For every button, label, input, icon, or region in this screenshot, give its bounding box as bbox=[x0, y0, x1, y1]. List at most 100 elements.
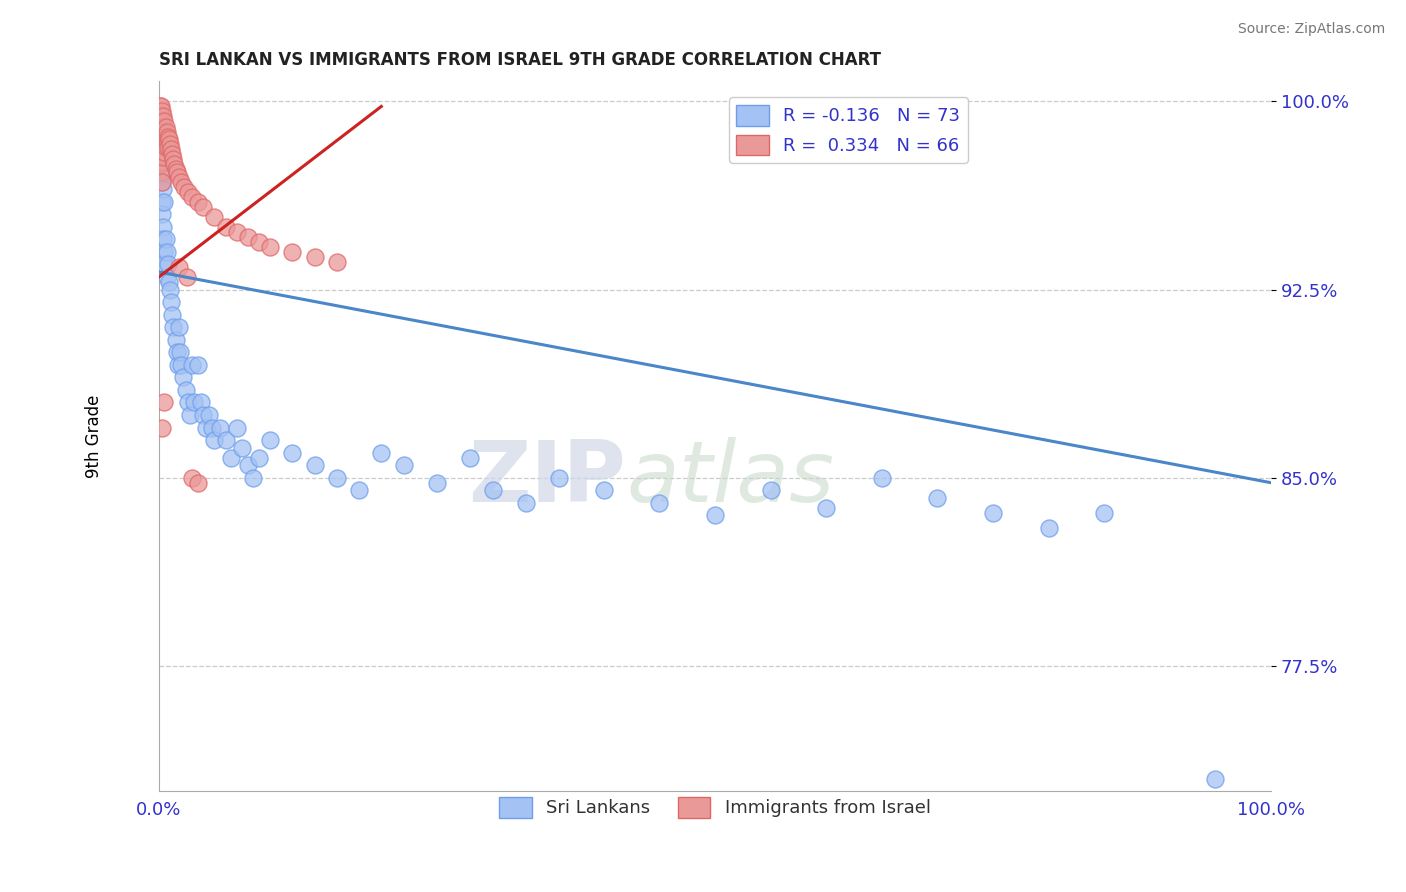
Point bbox=[150, 145, 173, 159]
Point bbox=[153, 258, 176, 272]
Point bbox=[160, 147, 183, 161]
Point bbox=[426, 475, 449, 490]
Point bbox=[153, 145, 176, 159]
Point bbox=[162, 320, 184, 334]
Point bbox=[152, 150, 174, 164]
Point bbox=[177, 185, 200, 199]
Point bbox=[149, 114, 172, 128]
Point bbox=[150, 157, 173, 171]
Point bbox=[166, 345, 188, 359]
Point bbox=[152, 232, 174, 246]
Point bbox=[150, 150, 173, 164]
Point bbox=[1204, 772, 1226, 786]
Point bbox=[152, 182, 174, 196]
Point bbox=[149, 132, 172, 146]
Point bbox=[149, 99, 172, 113]
Point bbox=[181, 190, 204, 204]
Point bbox=[150, 114, 173, 128]
Point bbox=[156, 244, 179, 259]
Point bbox=[155, 129, 177, 144]
Point bbox=[167, 320, 190, 334]
Point bbox=[190, 395, 212, 409]
Point bbox=[152, 120, 174, 134]
Point bbox=[150, 110, 173, 124]
Point bbox=[176, 270, 198, 285]
Point bbox=[153, 124, 176, 138]
Point bbox=[153, 135, 176, 149]
Point bbox=[172, 370, 194, 384]
Point bbox=[149, 132, 172, 146]
Point bbox=[150, 99, 173, 113]
Point bbox=[155, 120, 177, 134]
Point bbox=[149, 120, 172, 134]
Point bbox=[515, 496, 537, 510]
Point bbox=[150, 129, 173, 144]
Point bbox=[150, 169, 173, 184]
Point bbox=[157, 275, 180, 289]
Point bbox=[225, 225, 247, 239]
Point bbox=[193, 200, 215, 214]
Point bbox=[326, 471, 349, 485]
Point bbox=[156, 258, 179, 272]
Point bbox=[815, 500, 838, 515]
Point bbox=[458, 450, 481, 465]
Point bbox=[160, 295, 183, 310]
Point bbox=[150, 120, 173, 134]
Point bbox=[150, 154, 173, 169]
Point bbox=[153, 395, 176, 409]
Point bbox=[281, 244, 304, 259]
Point bbox=[156, 129, 179, 144]
Point bbox=[152, 110, 174, 124]
Point bbox=[704, 508, 727, 523]
Point bbox=[159, 137, 181, 152]
Point bbox=[156, 124, 179, 138]
Point bbox=[548, 471, 571, 485]
Point bbox=[149, 107, 172, 121]
Point bbox=[149, 124, 172, 138]
Point bbox=[174, 383, 197, 397]
Point bbox=[170, 358, 193, 372]
Point bbox=[281, 445, 304, 459]
Point bbox=[150, 420, 173, 434]
Point bbox=[181, 358, 204, 372]
Point bbox=[214, 433, 236, 447]
Point bbox=[156, 135, 179, 149]
Text: SRI LANKAN VS IMMIGRANTS FROM ISRAEL 9TH GRADE CORRELATION CHART: SRI LANKAN VS IMMIGRANTS FROM ISRAEL 9TH… bbox=[159, 51, 880, 69]
Point bbox=[167, 260, 190, 274]
Point bbox=[392, 458, 415, 472]
Point bbox=[187, 194, 209, 209]
Point bbox=[481, 483, 503, 498]
Point bbox=[162, 152, 184, 166]
Y-axis label: 9th Grade: 9th Grade bbox=[86, 394, 103, 478]
Point bbox=[166, 358, 188, 372]
Point bbox=[247, 450, 270, 465]
Point bbox=[204, 433, 226, 447]
Point bbox=[208, 420, 231, 434]
Point bbox=[165, 162, 187, 177]
Point bbox=[1092, 506, 1115, 520]
Point bbox=[225, 420, 247, 434]
Point bbox=[167, 169, 190, 184]
Point bbox=[152, 139, 174, 153]
Point bbox=[165, 333, 187, 347]
Point bbox=[870, 471, 893, 485]
Legend: Sri Lankans, Immigrants from Israel: Sri Lankans, Immigrants from Israel bbox=[492, 789, 938, 825]
Point bbox=[150, 145, 173, 159]
Point bbox=[187, 475, 209, 490]
Point bbox=[177, 395, 200, 409]
Point bbox=[193, 408, 215, 422]
Point bbox=[153, 244, 176, 259]
Point bbox=[214, 219, 236, 234]
Point bbox=[150, 139, 173, 153]
Point bbox=[156, 270, 179, 285]
Point bbox=[231, 441, 253, 455]
Point bbox=[236, 230, 259, 244]
Point bbox=[163, 157, 186, 171]
Point bbox=[592, 483, 614, 498]
Point bbox=[759, 483, 782, 498]
Point bbox=[152, 219, 174, 234]
Point bbox=[150, 207, 173, 221]
Point bbox=[150, 104, 173, 119]
Point bbox=[236, 458, 259, 472]
Point bbox=[153, 114, 176, 128]
